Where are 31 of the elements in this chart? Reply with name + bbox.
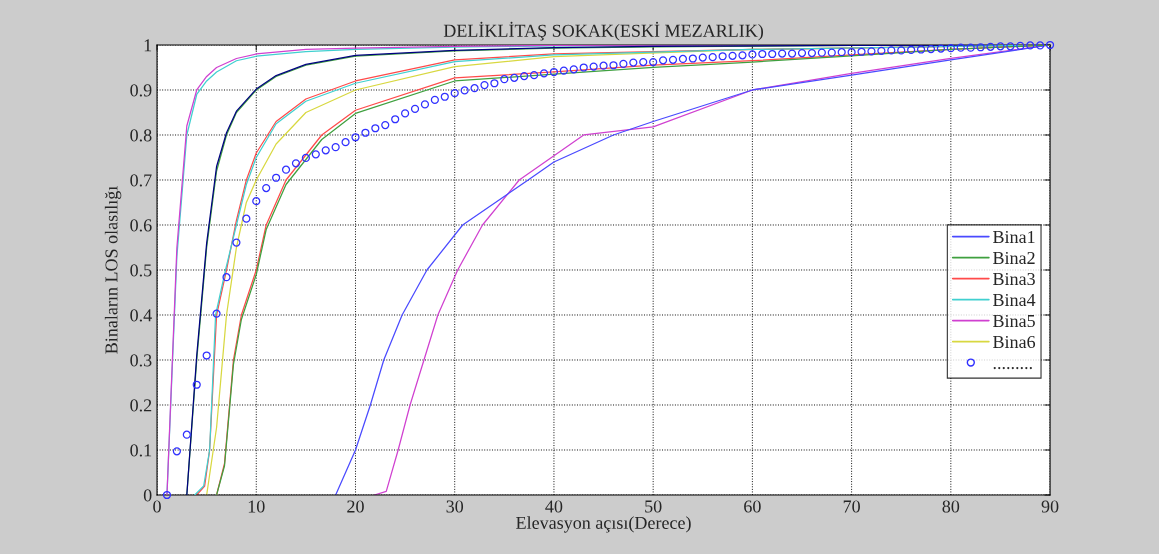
y-tick-label: 0.3 [130,354,152,367]
y-tick-label: 0.2 [130,399,152,412]
y-tick-label: 0.6 [130,219,152,232]
x-tick-label: 60 [744,500,761,513]
y-tick-label: 0.5 [130,264,152,277]
legend-label: Bina1 [993,230,1035,244]
x-tick-label: 50 [645,500,662,513]
y-axis-title: Binaların LOS olasılığı [104,186,122,354]
x-tick-label: 70 [843,500,860,513]
y-tick-label: 0 [143,489,152,502]
legend-label: Bina2 [993,251,1035,265]
legend-label: Bina3 [993,272,1035,286]
x-tick-label: 40 [545,500,563,513]
y-tick-label: 0.7 [130,174,152,187]
y-tick-label: 0.9 [130,84,152,97]
y-tick-label: 1 [144,39,152,52]
chart-title: DELİKLİTAŞ SOKAK(ESKİ MEZARLIK) [443,21,764,41]
y-tick-label: 0.1 [130,444,152,457]
legend-label: ......... [993,367,1032,370]
y-tick-label: 0.8 [130,129,152,142]
legend-label: Bina5 [993,314,1035,328]
legend-label: Bina4 [993,293,1036,307]
x-tick-label: 0 [153,500,161,513]
x-tick-label: 30 [446,500,464,513]
y-tick-label: 0.4 [130,309,152,322]
x-tick-label: 90 [1041,500,1059,513]
legend-label: Bina6 [993,335,1036,349]
x-tick-label: 20 [347,500,364,513]
x-axis-title: Elevasyon açısı(Derece) [516,516,691,533]
x-tick-label: 10 [248,500,265,513]
x-tick-label: 80 [942,500,960,513]
